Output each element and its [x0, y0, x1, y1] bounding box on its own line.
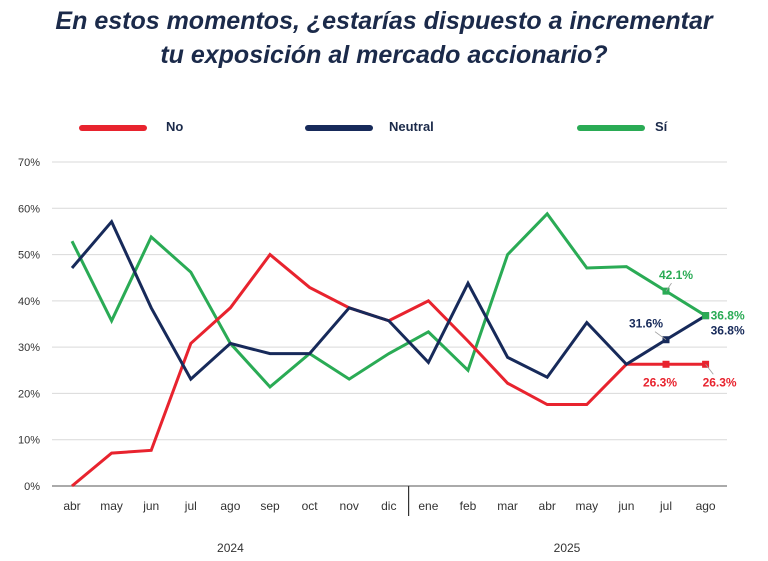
- series-lines: [70, 211, 707, 488]
- gridlines: [52, 161, 727, 441]
- x-tick-label: ago: [696, 499, 716, 513]
- label-leader: [665, 282, 672, 292]
- y-tick-label: 30%: [18, 342, 40, 354]
- x-tick-label: abr: [539, 499, 556, 513]
- y-axis: 0% 10% 20% 30% 40% 50% 60% 70%: [18, 157, 40, 493]
- series-line: [71, 252, 706, 488]
- y-tick-label: 70%: [18, 157, 40, 169]
- label-leader: [654, 331, 667, 341]
- data-labels: 26.3% 26.3% 31.6% 36.8% 42.1% 36.8%: [629, 268, 745, 389]
- x-tick-label: may: [575, 499, 598, 513]
- y-tick-label: 60%: [18, 203, 40, 215]
- chart-title-line-1: En estos momentos, ¿estarías dispuesto a…: [55, 7, 713, 35]
- x-tick-label: ago: [220, 499, 240, 513]
- x-tick-label: nov: [340, 499, 359, 513]
- series-line: [70, 211, 707, 390]
- x-tick-label: dic: [381, 499, 396, 513]
- data-marker: [662, 360, 670, 368]
- x-tick-label: jun: [617, 499, 634, 513]
- y-tick-label: 50%: [18, 250, 40, 262]
- x-tick-label: jul: [659, 499, 672, 513]
- chart-title-line-2: tu exposición al mercado accionario?: [160, 41, 608, 69]
- y-tick-label: 10%: [18, 435, 40, 447]
- year-label: 2024: [217, 541, 244, 555]
- data-label: 31.6%: [629, 317, 663, 331]
- data-label: 36.8%: [711, 309, 745, 323]
- data-label: 42.1%: [659, 268, 693, 282]
- year-label: 2025: [554, 541, 581, 555]
- x-tick-label: ene: [418, 499, 438, 513]
- data-label: 36.8%: [711, 324, 745, 338]
- label-leader: [705, 364, 714, 375]
- legend-label: No: [166, 119, 183, 134]
- x-tick-label: jul: [184, 499, 197, 513]
- x-tick-label: mar: [497, 499, 518, 513]
- legend: No Neutral Sí: [79, 119, 668, 134]
- y-tick-label: 0%: [24, 481, 40, 493]
- x-axis: abr may jun jul ago sep oct nov dic ene feb mar abr m…: [52, 485, 727, 555]
- x-tick-label: may: [100, 499, 123, 513]
- series-line: [70, 218, 707, 382]
- x-tick-label: oct: [302, 499, 319, 513]
- x-tick-label: abr: [63, 499, 80, 513]
- x-tick-label: feb: [460, 499, 477, 513]
- data-label: 26.3%: [703, 375, 737, 389]
- data-label: 26.3%: [643, 375, 677, 389]
- x-tick-label: jun: [142, 499, 159, 513]
- legend-label: Neutral: [389, 119, 434, 134]
- legend-label: Sí: [655, 119, 668, 134]
- x-tick-label: sep: [260, 499, 280, 513]
- data-marker: [702, 312, 710, 320]
- y-tick-label: 40%: [18, 296, 40, 308]
- y-tick-label: 20%: [18, 388, 40, 400]
- chart-title: En estos momentos, ¿estarías dispuesto a…: [0, 4, 768, 72]
